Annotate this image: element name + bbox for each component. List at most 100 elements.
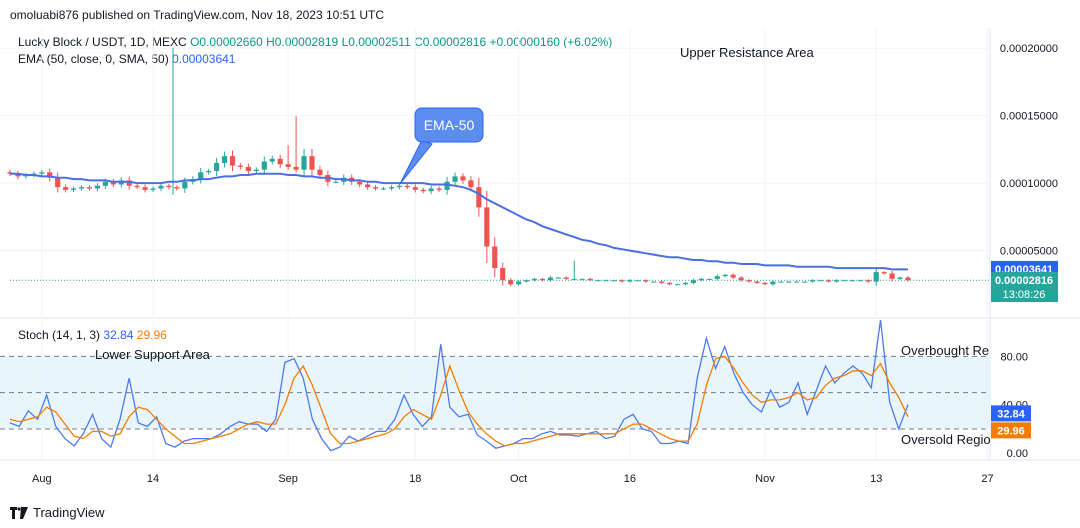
candle bbox=[150, 186, 156, 192]
candle bbox=[563, 276, 569, 280]
candle bbox=[579, 278, 585, 280]
candle bbox=[428, 185, 434, 194]
candle-body bbox=[428, 188, 434, 192]
candle-body bbox=[47, 172, 53, 178]
candle bbox=[881, 271, 887, 275]
candle-body bbox=[531, 278, 538, 281]
stoch-k-badge: 32.84 bbox=[991, 405, 1031, 422]
candle bbox=[253, 167, 259, 174]
candle-body bbox=[659, 281, 665, 283]
stoch-k-value: 32.84 bbox=[103, 328, 134, 342]
candle-body bbox=[380, 188, 387, 190]
candle-body bbox=[70, 188, 77, 190]
lower-support-label: Lower Support Area bbox=[95, 347, 211, 362]
candle-body bbox=[110, 181, 116, 185]
candle bbox=[651, 281, 657, 283]
candle bbox=[833, 279, 840, 283]
candle-body bbox=[245, 166, 251, 171]
candle bbox=[754, 280, 760, 284]
candle bbox=[698, 277, 704, 282]
candle-body bbox=[825, 280, 832, 282]
candle bbox=[690, 278, 697, 285]
candle bbox=[460, 173, 466, 184]
candle-body bbox=[317, 169, 323, 176]
candle bbox=[492, 237, 498, 278]
callout-box bbox=[414, 107, 484, 143]
candle bbox=[47, 168, 53, 182]
candle-body bbox=[166, 185, 172, 188]
close-price-badge: 0.00002816 13:08:26 bbox=[991, 272, 1058, 303]
candle-body bbox=[651, 281, 657, 283]
candle bbox=[762, 281, 768, 286]
candle bbox=[587, 277, 593, 282]
brand-name: TradingView bbox=[33, 505, 105, 520]
candle-body bbox=[460, 176, 466, 181]
candle-body bbox=[810, 280, 816, 282]
candle-body bbox=[579, 278, 585, 280]
candle-body bbox=[587, 278, 593, 281]
candle-body bbox=[563, 277, 569, 279]
candle bbox=[643, 279, 649, 283]
change-value: +0.00000160 (+6.02%) bbox=[489, 35, 613, 49]
candle bbox=[857, 279, 863, 282]
candle bbox=[436, 186, 442, 192]
close-badge-text: 0.00002816 bbox=[995, 275, 1053, 287]
candle-body bbox=[63, 187, 69, 190]
candle bbox=[786, 281, 792, 283]
upper-resistance-label: Upper Resistance Area bbox=[680, 45, 814, 60]
candle-body bbox=[698, 278, 704, 281]
candle bbox=[229, 150, 236, 172]
candle bbox=[500, 262, 506, 286]
stoch-label: Stoch (14, 1, 3) bbox=[18, 328, 101, 342]
candle-body bbox=[603, 280, 609, 282]
candle-body bbox=[889, 273, 895, 279]
candle-body bbox=[253, 169, 259, 171]
candle-body bbox=[905, 277, 911, 281]
candle bbox=[269, 155, 275, 165]
time-tick-label: Sep bbox=[278, 473, 298, 485]
candle-body bbox=[714, 276, 720, 279]
candle-body bbox=[237, 165, 244, 167]
candle-body bbox=[865, 280, 871, 282]
ema-value: 0.00003641 bbox=[172, 52, 236, 66]
candle-body bbox=[516, 281, 522, 285]
candle-body bbox=[182, 181, 188, 189]
ema-50-line bbox=[10, 172, 908, 271]
candle-body bbox=[873, 272, 879, 282]
candle bbox=[86, 185, 93, 191]
tradingview-logo-icon bbox=[10, 506, 28, 519]
candle-body bbox=[627, 280, 633, 282]
candle-body bbox=[158, 185, 164, 189]
candle-body bbox=[770, 281, 776, 285]
candle bbox=[70, 186, 77, 192]
candle bbox=[555, 277, 561, 279]
ema-legend: EMA (50, close, 0, SMA, 50) 0.00003641 bbox=[18, 52, 235, 66]
candle bbox=[198, 167, 204, 184]
ema-callout[interactable]: EMA-50 bbox=[399, 107, 484, 185]
candle-body bbox=[198, 172, 204, 180]
candle bbox=[873, 267, 879, 286]
candle bbox=[508, 278, 514, 287]
candle-body bbox=[786, 281, 792, 283]
candle bbox=[849, 279, 855, 282]
publisher-header: omoluabi876 published on TradingView.com… bbox=[10, 8, 385, 22]
price-tick-label: 0.00020000 bbox=[1000, 43, 1058, 55]
candle-body bbox=[293, 166, 299, 170]
candle-body bbox=[500, 268, 506, 281]
candle bbox=[39, 170, 45, 176]
candle-body bbox=[372, 187, 379, 189]
candle-body bbox=[547, 277, 553, 281]
candle-body bbox=[229, 156, 236, 166]
candle bbox=[94, 183, 100, 192]
candle-body bbox=[667, 282, 673, 285]
candle-body bbox=[802, 281, 808, 283]
candle-body bbox=[142, 187, 148, 190]
candle-body bbox=[444, 181, 450, 190]
candle-body bbox=[690, 280, 697, 283]
candle-body bbox=[174, 187, 180, 189]
footer-brand[interactable]: TradingView bbox=[10, 505, 105, 520]
candle-body bbox=[388, 187, 395, 189]
candle bbox=[110, 179, 116, 188]
candle-body bbox=[333, 181, 339, 183]
